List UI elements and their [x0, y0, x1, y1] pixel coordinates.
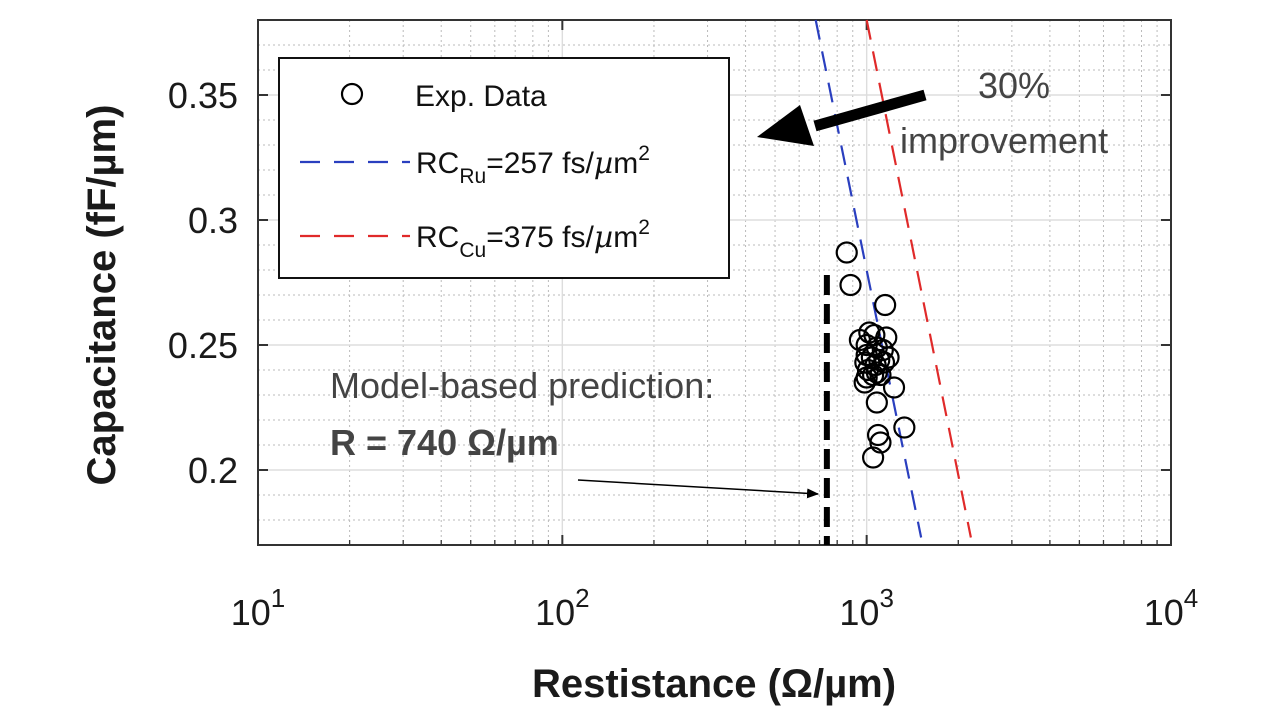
data-point	[862, 363, 885, 387]
y-tick-label: 0.25	[168, 325, 238, 366]
legend: Exp. Data RCRu=257 fs/µm2 RCCu=375 fs/µm…	[278, 57, 730, 279]
legend-label-cu: RCCu=375 fs/µm2	[416, 216, 650, 262]
improvement-word: improvement	[900, 120, 1108, 161]
x-tick-label: 102	[535, 583, 590, 633]
legend-label-ru: RCRu=257 fs/µm2	[416, 142, 650, 188]
legend-label-exp: Exp. Data	[415, 80, 547, 113]
y-tick-label: 0.3	[188, 200, 238, 241]
data-point	[853, 371, 876, 394]
x-tick-label: 103	[839, 583, 894, 633]
y-axis-title: Capacitance (fF/µm)	[80, 105, 124, 486]
legend-marker-exp	[340, 82, 364, 106]
data-point	[871, 338, 894, 362]
data-point	[862, 446, 885, 469]
legend-box	[278, 57, 730, 279]
data-point	[835, 241, 858, 264]
x-axis-title: Restistance (Ω/µm)	[532, 662, 896, 706]
improvement-arrow-head	[757, 105, 814, 146]
y-tick-label: 0.35	[168, 75, 238, 116]
data-point	[882, 376, 906, 399]
data-point	[839, 273, 862, 297]
data-point	[856, 358, 880, 382]
prediction-value: R = 740 Ω/µm	[330, 422, 559, 463]
data-point	[874, 293, 897, 317]
data-points	[835, 241, 916, 469]
data-point	[855, 333, 878, 357]
prediction-text: Model-based prediction:	[330, 365, 714, 406]
series-lines	[814, 19, 972, 545]
prediction-annotation: Model-based prediction: R = 740 Ω/µm	[330, 365, 819, 499]
x-tick-label: 101	[231, 583, 286, 633]
improvement-percent: 30%	[978, 65, 1050, 106]
rc-line-2	[865, 19, 972, 538]
data-point	[893, 416, 916, 439]
prediction-arrow	[577, 479, 819, 499]
improvement-annotation: 30% improvement	[757, 65, 1108, 161]
improvement-arrow-shaft	[813, 89, 927, 132]
plot-frame	[257, 19, 1172, 546]
ticks: 101 102 103 104 0.2 0.25 0.3 0.35	[168, 20, 1198, 633]
data-point	[865, 391, 888, 414]
rc-line-1	[814, 19, 923, 538]
data-point	[869, 431, 892, 454]
y-tick-label: 0.2	[188, 450, 238, 491]
x-tick-label: 104	[1144, 583, 1199, 633]
